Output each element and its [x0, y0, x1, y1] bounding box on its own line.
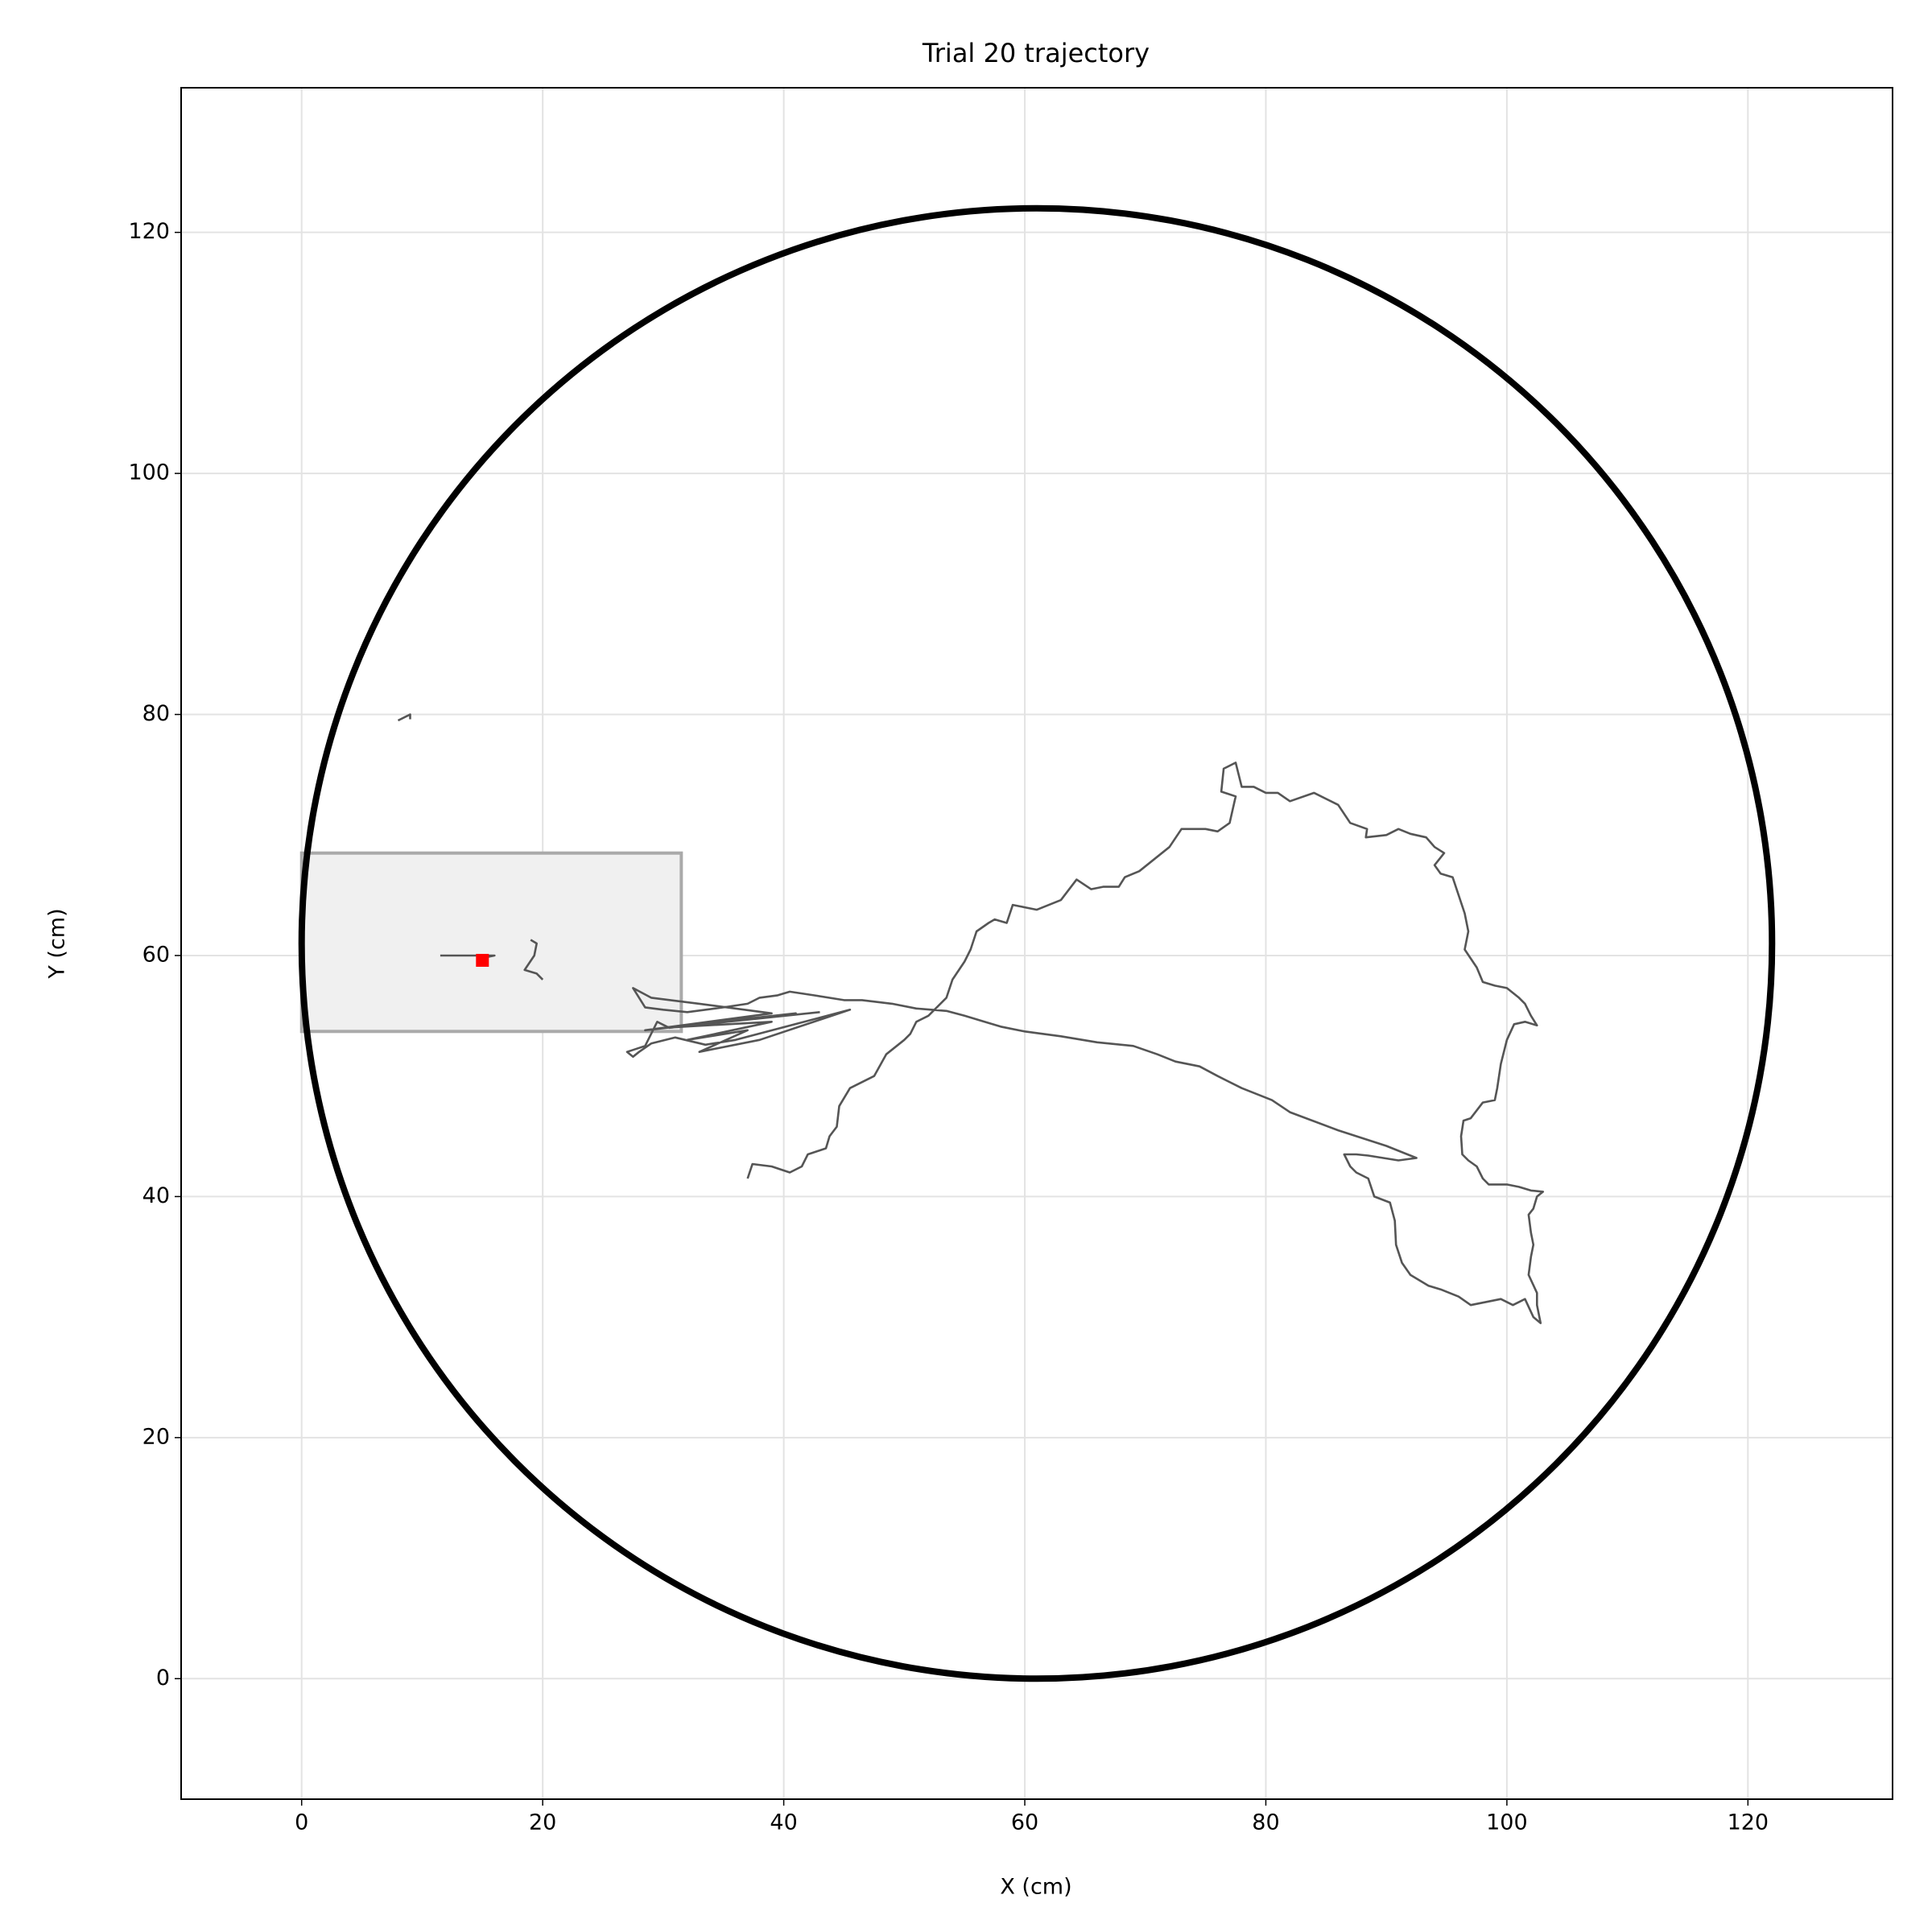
x-tick-label: 120 — [1728, 1810, 1769, 1835]
trajectory — [397, 713, 411, 722]
x-tick-label: 80 — [1252, 1810, 1279, 1835]
arena — [298, 204, 1776, 1682]
trajectory — [625, 762, 1545, 1324]
x-tick-label: 40 — [770, 1810, 797, 1835]
y-tick-label: 100 — [128, 460, 170, 485]
y-axis-label: Y (cm) — [45, 908, 70, 979]
x-tick-label: 20 — [529, 1810, 556, 1835]
trajectory — [523, 939, 544, 980]
goal-marker — [476, 953, 489, 967]
x-tick-label: 0 — [295, 1810, 308, 1835]
y-tick-label: 40 — [142, 1183, 170, 1208]
y-tick-label: 20 — [142, 1424, 170, 1449]
y-tick-label: 120 — [128, 219, 170, 244]
y-tick-label: 60 — [142, 942, 170, 967]
plot-frame — [180, 87, 1893, 1800]
x-tick-label: 100 — [1486, 1810, 1528, 1835]
y-tick-label: 0 — [156, 1666, 170, 1690]
chart-title: Trial 20 trajectory — [922, 38, 1150, 68]
x-tick-label: 60 — [1011, 1810, 1038, 1835]
y-tick-label: 80 — [142, 701, 170, 726]
x-axis-label: X (cm) — [1000, 1875, 1071, 1900]
zone — [299, 851, 683, 1034]
